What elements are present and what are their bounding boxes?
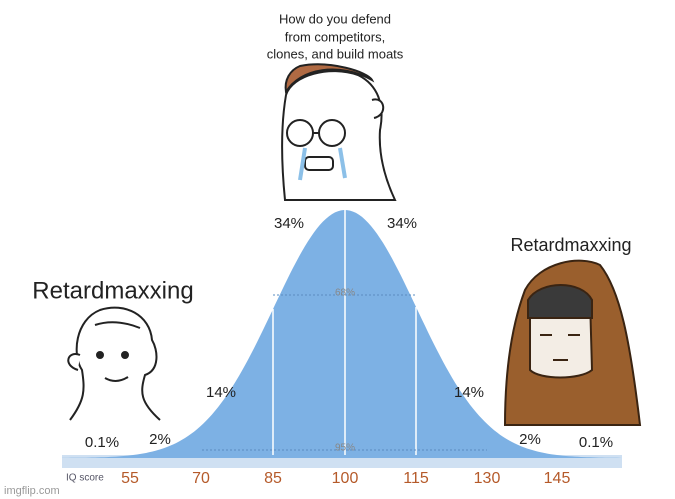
inner-percent: 68% xyxy=(335,288,355,299)
tick-label: 130 xyxy=(474,470,501,487)
percent-label: 34% xyxy=(387,215,417,232)
curve-area xyxy=(62,210,622,458)
caption-line: clones, and build moats xyxy=(267,46,404,61)
axis-strip xyxy=(62,455,622,468)
right-label: Retardmaxxing xyxy=(510,235,631,255)
percent-label: 0.1% xyxy=(579,434,613,451)
crying-character xyxy=(281,63,397,201)
hooded-character xyxy=(503,259,642,426)
left-label: Retardmaxxing xyxy=(32,277,193,304)
percent-label: 2% xyxy=(149,431,171,448)
caption-line: How do you defend xyxy=(279,11,391,26)
axis-ticks: 55 70 85 100 115 130 145 xyxy=(121,470,570,487)
watermark: imgflip.com xyxy=(4,485,60,497)
tick-label: 70 xyxy=(192,470,210,487)
bald-character xyxy=(67,306,161,421)
tick-label: 55 xyxy=(121,470,139,487)
caption-line: from competitors, xyxy=(285,29,385,44)
percent-label: 2% xyxy=(519,431,541,448)
percent-label: 34% xyxy=(274,215,304,232)
tick-label: 100 xyxy=(332,470,359,487)
percent-label: 14% xyxy=(206,384,236,401)
inner-percent: 95% xyxy=(335,443,355,454)
percent-label: 0.1% xyxy=(85,434,119,451)
bell-curve xyxy=(62,210,622,468)
axis-label: IQ score xyxy=(66,473,104,484)
tick-label: 85 xyxy=(264,470,282,487)
tick-label: 145 xyxy=(544,470,571,487)
tick-label: 115 xyxy=(403,470,429,487)
percent-label: 14% xyxy=(454,384,484,401)
